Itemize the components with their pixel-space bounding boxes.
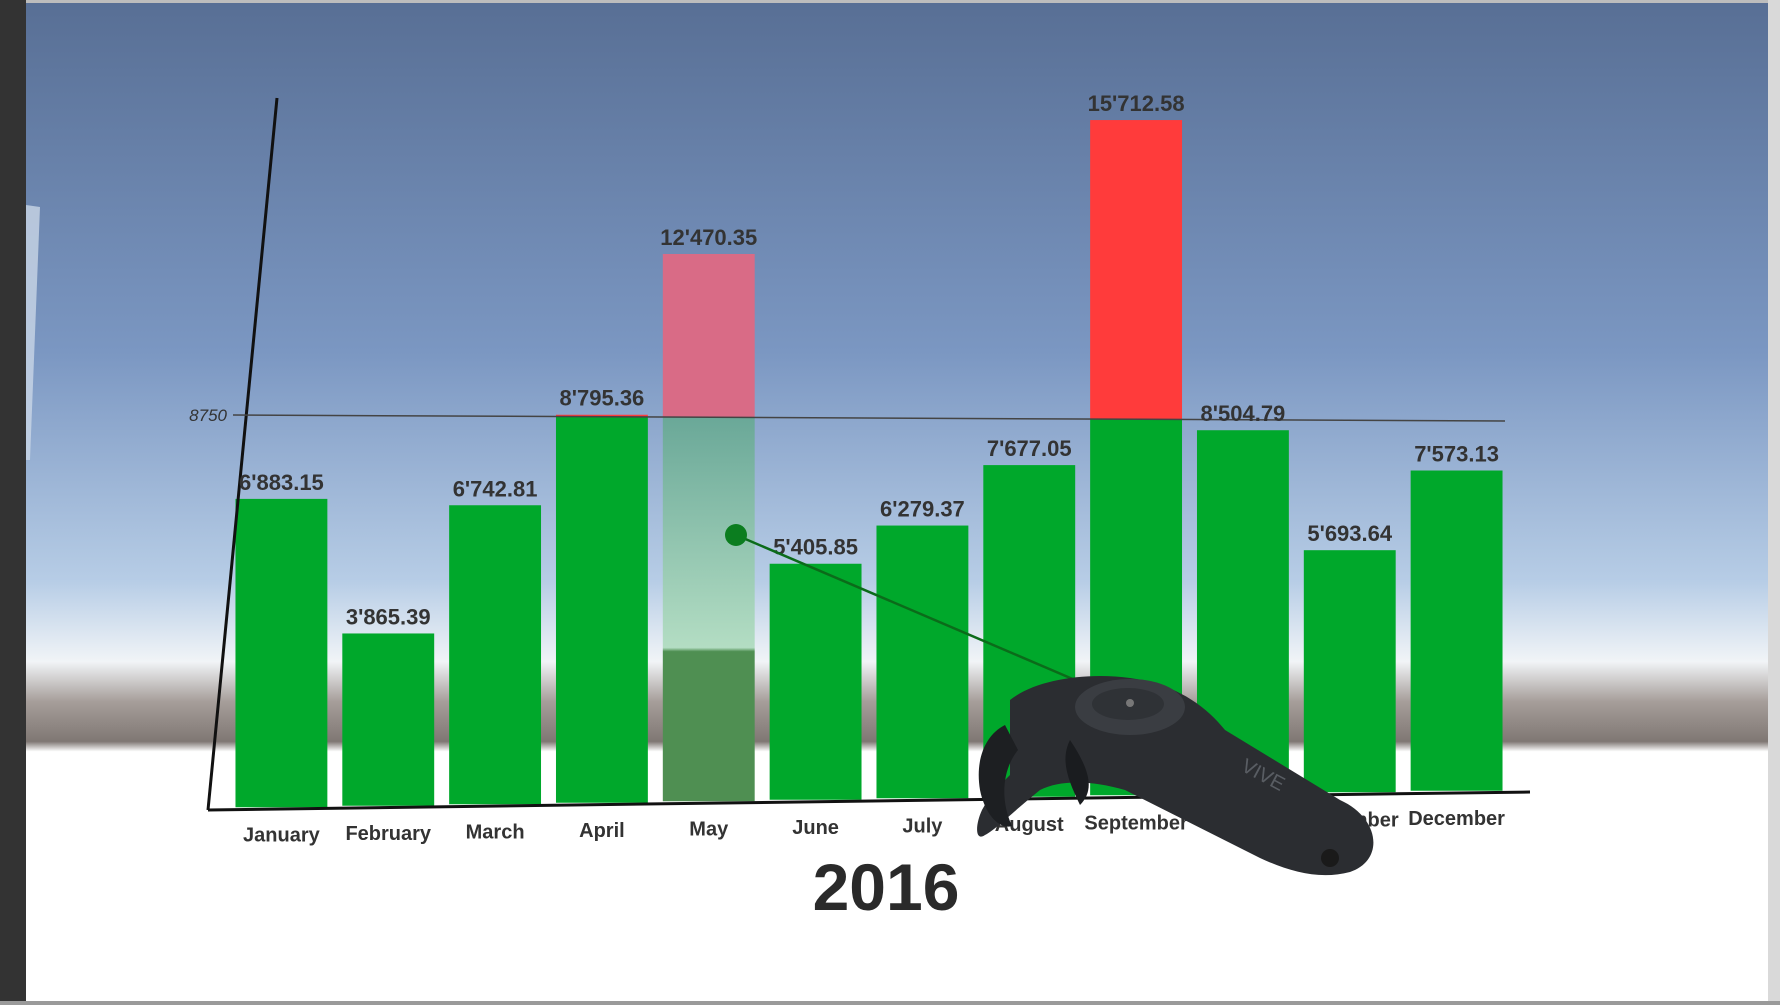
- value-label-september: 15'712.58: [1088, 91, 1185, 116]
- value-label-february: 3'865.39: [346, 604, 431, 629]
- bar-april-above-threshold[interactable]: [555, 414, 648, 417]
- window-top-edge: [26, 0, 1780, 3]
- value-label-march: 6'742.81: [453, 476, 538, 501]
- threshold-label: 8750: [189, 406, 227, 425]
- window-bottom-edge: [0, 1001, 1780, 1005]
- bars-group: [235, 120, 1503, 808]
- value-label-december: 7'573.13: [1414, 442, 1499, 467]
- bar-may[interactable]: [662, 417, 755, 802]
- value-label-november: 5'693.64: [1307, 521, 1393, 546]
- window-right-edge: [1768, 0, 1780, 1005]
- value-label-october: 8'504.79: [1201, 401, 1286, 426]
- category-label-september: September: [1084, 812, 1188, 834]
- bar-november[interactable]: [1303, 550, 1396, 793]
- bar-june[interactable]: [769, 563, 862, 800]
- chart-year-title: 2016: [813, 850, 960, 924]
- category-label-june: June: [792, 817, 839, 839]
- value-label-january: 6'883.15: [239, 470, 324, 495]
- category-label-august: August: [995, 814, 1064, 836]
- side-panel-edge: [26, 205, 40, 460]
- bar-december[interactable]: [1410, 470, 1503, 791]
- bar-march[interactable]: [449, 505, 542, 805]
- value-label-august: 7'677.05: [987, 436, 1072, 461]
- value-label-june: 5'405.85: [773, 535, 858, 560]
- bar-april[interactable]: [555, 416, 648, 803]
- category-label-january: January: [243, 824, 321, 846]
- category-label-december: December: [1408, 808, 1505, 830]
- category-label-march: March: [466, 821, 525, 843]
- y-axis-line: [206, 97, 279, 811]
- value-label-may: 12'470.35: [660, 225, 757, 250]
- category-label-may: May: [689, 818, 729, 840]
- category-label-july: July: [902, 815, 943, 837]
- pointer-dot[interactable]: [725, 524, 747, 546]
- vr-controller: VIVE: [977, 676, 1374, 876]
- controller-pointer-ray: [735, 533, 1076, 682]
- bar-may-above-threshold[interactable]: [662, 253, 755, 418]
- threshold-line: [232, 414, 1506, 422]
- value-label-july: 6'279.37: [880, 497, 965, 522]
- value-label-april: 8'795.36: [560, 386, 645, 411]
- category-label-april: April: [579, 820, 625, 842]
- bar-july[interactable]: [876, 525, 969, 799]
- bar-february[interactable]: [342, 633, 435, 806]
- value-labels: 6'883.15 3'865.39 6'742.81 8'795.36 12'470.3…: [239, 91, 1499, 629]
- window-left-edge: [0, 0, 26, 1005]
- category-label-february: February: [345, 823, 431, 845]
- bar-september-above-threshold[interactable]: [1090, 120, 1183, 420]
- bar-january[interactable]: [235, 498, 328, 808]
